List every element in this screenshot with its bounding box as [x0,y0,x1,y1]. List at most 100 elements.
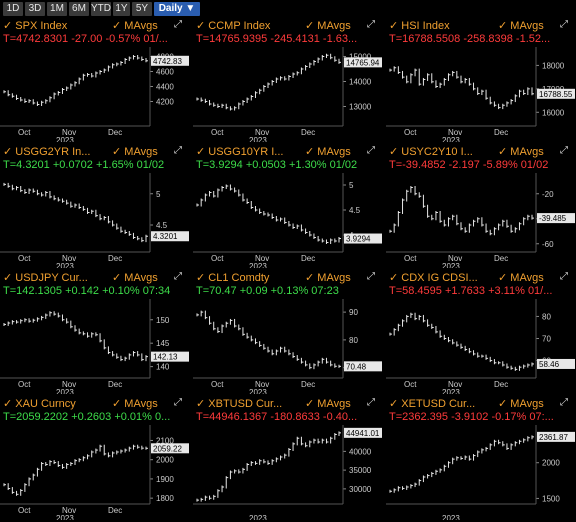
chart-panel[interactable]: ✓ USYC2Y10 I... ✓ MAvgs ⤢ T=-39.4852 -2.197… [386,144,576,268]
price-chart[interactable]: 2000 1500 2361.87 2023 [386,425,576,520]
mavgs-toggle[interactable]: ✓ MAvgs [498,271,544,284]
ticker-label[interactable]: ✓ CL1 Comdty [196,271,269,284]
check-icon: ✓ [305,272,318,284]
ticker-label[interactable]: ✓ USDJPY Cur... [3,271,88,284]
x-year-label: 2023 [249,262,267,268]
mavgs-toggle[interactable]: ✓ MAvgs [305,145,351,158]
mavgs-toggle[interactable]: ✓ MAvgs [112,145,158,158]
ticker-label[interactable]: ✓ CDX IG CDSI... [389,271,478,284]
timeframe-button-1d[interactable]: 1D [3,2,23,16]
chart-panel[interactable]: ✓ USGG2YR In... ✓ MAvgs ⤢ T=4.3201 +0.0702 … [0,144,190,268]
mavgs-label: MAvgs [510,146,544,158]
mavgs-toggle[interactable]: ✓ MAvgs [498,397,544,410]
y-tick-label: 30000 [349,485,372,494]
expand-icon[interactable]: ⤢ [560,19,568,30]
expand-icon[interactable]: ⤢ [174,19,182,30]
expand-icon[interactable]: ⤢ [367,271,375,282]
x-tick-label: Nov [448,380,462,389]
ticker-label[interactable]: ✓ XBTUSD Cur... [196,397,282,410]
x-tick-label: Dec [301,380,315,389]
x-tick-label: Nov [62,254,76,263]
ticker-name: USDJPY Cur... [15,272,88,284]
expand-icon[interactable]: ⤢ [174,397,182,408]
mavgs-toggle[interactable]: ✓ MAvgs [498,19,544,32]
chart-panel[interactable]: ✓ USDJPY Cur... ✓ MAvgs ⤢ T=142.1305 +0.142… [0,270,190,394]
y-tick-label: 150 [156,316,170,325]
expand-icon[interactable]: ⤢ [174,145,182,156]
ticker-label[interactable]: ✓ HSI Index [389,19,450,32]
x-tick-label: Oct [404,128,417,137]
mavgs-toggle[interactable]: ✓ MAvgs [305,397,351,410]
check-icon: ✓ [196,398,209,410]
ticker-label[interactable]: ✓ CCMP Index [196,19,270,32]
mavgs-toggle[interactable]: ✓ MAvgs [112,271,158,284]
timeframe-button-5y[interactable]: 5Y [132,2,152,16]
ticker-label[interactable]: ✓ SPX Index [3,19,67,32]
check-icon: ✓ [3,146,16,158]
chart-panel[interactable]: ✓ XAU Curncy ✓ MAvgs ⤢ T=2059.2202 +0.2603 … [0,396,190,520]
x-tick-label: Dec [494,128,508,137]
ticker-name: HSI Index [401,20,450,32]
ticker-label[interactable]: ✓ XAU Curncy [3,397,76,410]
chart-panel[interactable]: ✓ XETUSD Cur... ✓ MAvgs ⤢ T=2362.395 -3.910… [386,396,576,520]
ticker-label[interactable]: ✓ XETUSD Cur... [389,397,475,410]
timeframe-button-1y[interactable]: 1Y [113,2,130,16]
panel-header: ✓ HSI Index ✓ MAvgs ⤢ [386,18,576,33]
x-tick-label: Nov [255,380,269,389]
chart-panel[interactable]: ✓ CCMP Index ✓ MAvgs ⤢ T=14765.9395 -245.41… [193,18,383,142]
chart-panel[interactable]: ✓ CDX IG CDSI... ✓ MAvgs ⤢ T=58.4595 +1.763… [386,270,576,394]
last-price-box [537,431,575,442]
timeframe-button-3d[interactable]: 3D [25,2,45,16]
mavgs-toggle[interactable]: ✓ MAvgs [305,271,351,284]
ticker-label[interactable]: ✓ USGG10YR I... [196,145,283,158]
chart-panel[interactable]: ✓ CL1 Comdty ✓ MAvgs ⤢ T=70.47 +0.09 +0.13%… [193,270,383,394]
panel-header: ✓ CDX IG CDSI... ✓ MAvgs ⤢ [386,270,576,285]
chart-panel[interactable]: ✓ HSI Index ✓ MAvgs ⤢ T=16788.5508 -258.839… [386,18,576,142]
panel-header: ✓ XAU Curncy ✓ MAvgs ⤢ [0,396,190,411]
y-tick-label: 1500 [542,494,560,503]
price-chart[interactable]: 40000 35000 30000 44941.01 2023 [193,425,383,520]
mavgs-toggle[interactable]: ✓ MAvgs [305,19,351,32]
last-price-box [344,427,382,438]
price-stats: T=4742.8301 -27.00 -0.57% 01/... [3,33,168,45]
price-chart[interactable]: 5 4.5 4.3201 Oct Nov Dec 2023 [0,173,190,268]
expand-icon[interactable]: ⤢ [367,19,375,30]
timeframe-button-ytd[interactable]: YTD [91,2,111,16]
panel-header: ✓ CL1 Comdty ✓ MAvgs ⤢ [193,270,383,285]
x-tick-label: Nov [448,128,462,137]
y-tick-label: 35000 [349,466,372,475]
chart-panel[interactable]: ✓ SPX Index ✓ MAvgs ⤢ T=4742.8301 -27.00 -0… [0,18,190,142]
expand-icon[interactable]: ⤢ [560,397,568,408]
timeframe-button-daily[interactable]: Daily ▼ [154,2,200,16]
mavgs-toggle[interactable]: ✓ MAvgs [112,397,158,410]
check-icon: ✓ [112,20,125,32]
expand-icon[interactable]: ⤢ [174,271,182,282]
mavgs-toggle[interactable]: ✓ MAvgs [498,145,544,158]
timeframe-button-6m[interactable]: 6M [69,2,89,16]
price-chart[interactable]: 15000 14000 13000 14765.94 Oct Nov Dec 2023 [193,47,383,142]
expand-icon[interactable]: ⤢ [367,397,375,408]
last-price-label: 142.13 [153,353,178,362]
y-tick-label: 4200 [156,98,174,107]
chart-panel[interactable]: ✓ XBTUSD Cur... ✓ MAvgs ⤢ T=44946.1367 -180… [193,396,383,520]
x-tick-label: Dec [108,380,122,389]
timeframe-button-1m[interactable]: 1M [47,2,67,16]
mavgs-toggle[interactable]: ✓ MAvgs [112,19,158,32]
ticker-label[interactable]: ✓ USYC2Y10 I... [389,145,473,158]
mavgs-label: MAvgs [317,398,351,410]
price-chart[interactable]: 2100 2000 1900 1800 2059.22 Oct Nov Dec 2023 [0,425,190,520]
ticker-label[interactable]: ✓ USGG2YR In... [3,145,90,158]
expand-icon[interactable]: ⤢ [560,271,568,282]
expand-icon[interactable]: ⤢ [560,145,568,156]
expand-icon[interactable]: ⤢ [367,145,375,156]
x-tick-label: Nov [448,254,462,263]
price-stats: T=44946.1367 -180.8633 -0.40... [196,411,358,423]
chart-panel[interactable]: ✓ USGG10YR I... ✓ MAvgs ⤢ T=3.9294 +0.0503 … [193,144,383,268]
